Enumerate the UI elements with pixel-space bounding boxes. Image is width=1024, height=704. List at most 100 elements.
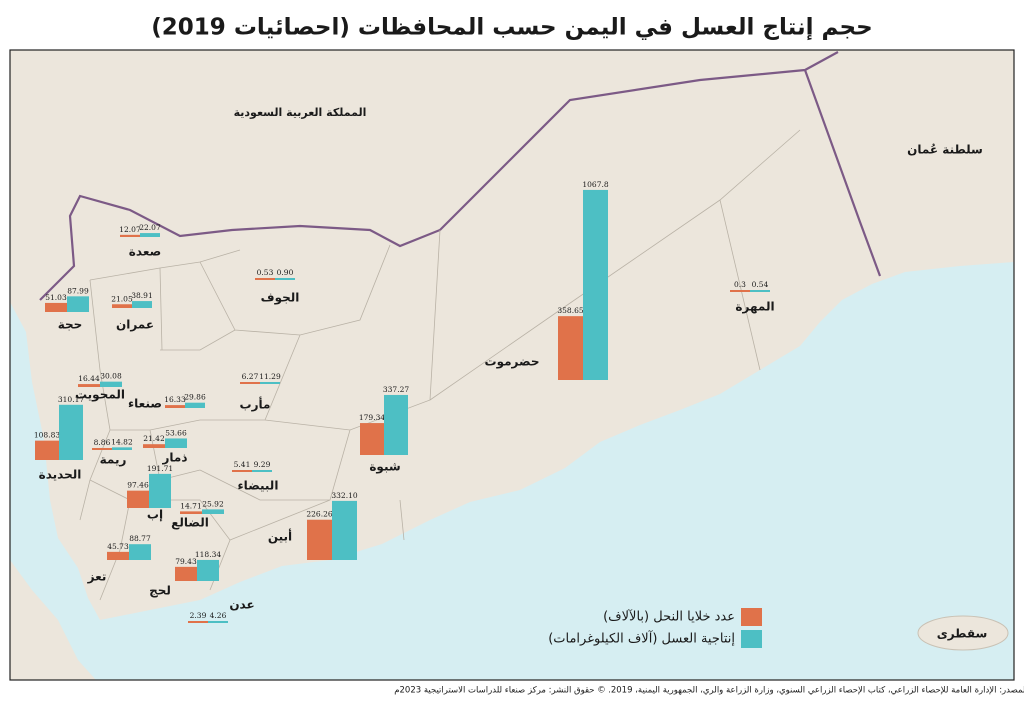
value-label: 21.42 [143,434,165,443]
honey-bar [165,438,187,448]
legend-label: إنتاجية العسل (آلاف الكيلوغرامات) [548,630,735,647]
value-label: 29.86 [184,393,206,402]
legend: عدد خلايا النحل (بالآلاف) إنتاجية العسل (… [548,608,762,648]
honey-bar [100,381,122,387]
governorate-name: المهرة [735,300,774,314]
honey-bar [260,381,280,384]
governorate-name: مأرب [240,397,271,412]
governorate-name: الضالع [171,516,209,530]
country-label: المملكة العربية السعودية [234,106,367,119]
honey-bar [384,394,408,455]
value-label: 0.54 [752,280,769,289]
hives-bar [360,423,384,455]
legend-swatch [741,630,762,648]
hives-bar [143,444,165,448]
saudi-border [39,51,839,301]
honey-bar [67,296,89,312]
value-label: 14.71 [180,501,201,510]
value-label: 1067.8 [582,180,608,189]
value-label: 38.91 [131,291,152,300]
honey-bar [275,278,295,280]
hives-bar [180,511,202,514]
governorate-name: ريمة [100,453,127,467]
hives-bar [307,519,332,560]
hives-bar [240,382,260,384]
honey-bar [129,544,151,560]
governorate-name: عدن [229,598,254,612]
copyright: © حقوق النشر: مركز صنعاء للدراسات الاستر… [394,686,606,696]
island-label: سقطرى [937,627,988,641]
title: حجم إنتاج العسل في اليمن حسب المحافظات (… [151,15,872,41]
value-label: 118.34 [195,550,221,559]
value-label: 310.17 [58,395,84,404]
value-label: 16.33 [164,395,186,404]
hives-bar [45,302,67,312]
governorate-name: المحويت [75,388,125,403]
value-label: 4.26 [210,611,227,620]
honey-bar [750,290,770,292]
hives-bar [730,290,750,292]
governorate-name: صنعاء [128,397,162,411]
hives-bar [92,448,112,450]
legend-label: عدد خلايا النحل (بالآلاف) [603,609,735,625]
hives-bar [188,621,208,623]
hives-bar [165,405,185,408]
value-label: 0.53 [257,268,274,277]
value-label: 2.39 [190,611,207,620]
value-label: 358.65 [557,306,583,315]
hives-bar [558,316,583,380]
governorate-name: حضرموت [485,355,540,370]
honey-bar [112,447,132,450]
hives-bar [127,490,149,508]
honey-bar [149,473,171,508]
value-label: 21.05 [111,294,133,303]
honey-bar [132,301,152,308]
honey-bar [202,509,224,514]
honey-bar [252,470,272,472]
honey-bar [208,621,228,623]
frame [9,49,1015,681]
value-label: 11.29 [259,372,281,381]
value-label: 30.08 [100,372,122,381]
governorate-name: شبوة [369,460,400,475]
value-label: 191.71 [147,464,173,473]
value-label: 0.3 [734,280,746,289]
value-label: 6.27 [242,372,259,381]
value-label: 22.07 [139,223,161,232]
hives-bar [78,384,100,387]
governorate-name: ذمار [161,451,187,465]
governorate-name: الجوف [261,291,300,306]
honey-bar [185,402,205,408]
hives-bar [175,566,197,581]
value-label: 14.82 [111,437,133,446]
value-label: 337.27 [383,385,409,394]
oman-border [803,69,882,277]
value-label: 97.46 [127,481,149,490]
honey-bar [583,189,608,380]
honey-bar [59,404,83,460]
source: المصدر: الإدارة العامة للإحصاء الزراعي، … [608,686,1024,696]
governorate-name: الحديدة [39,468,82,482]
value-label: 108.83 [34,431,60,440]
governorate-name: البيضاء [238,479,279,493]
hives-bar [232,470,252,472]
value-label: 79.43 [175,557,197,566]
governorate-name: إب [147,508,163,522]
governorate-name: أبين [268,529,292,544]
land [10,50,1014,620]
value-label: 87.99 [67,286,89,295]
country-label: سلطنة عُمان [907,143,983,157]
africa-land [10,560,96,680]
socotra [917,615,1009,651]
governorate-name: حجة [58,318,83,332]
hives-bar [112,304,132,308]
value-label: 25.92 [202,499,224,508]
value-label: 12.07 [119,225,141,234]
value-label: 53.66 [165,428,187,437]
hives-bar [255,278,275,280]
governorate-borders [79,129,801,601]
governorate-name: تعز [87,570,107,584]
honey-bar [140,233,160,237]
value-label: 45.73 [107,542,129,551]
